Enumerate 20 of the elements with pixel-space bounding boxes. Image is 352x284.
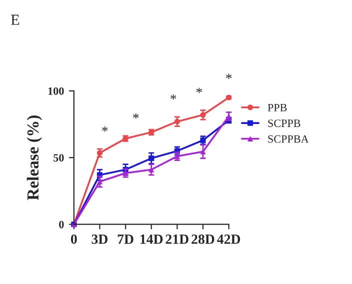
y-tick-label: 100 [48,87,64,95]
y-tick-label: 0 [59,220,64,228]
legend-label: SCPPBA [268,135,309,143]
annotation: * [170,94,176,100]
legend-label: PPB [268,104,287,112]
x-tick-label: 28D [192,234,214,244]
annotation: * [102,126,108,132]
y-tick-label: 50 [54,154,64,162]
annotation: * [196,88,202,93]
legend-label: SCPPB [268,120,300,128]
x-tick-label: 21D [166,234,188,244]
y-axis-title: Release (%) [26,116,42,200]
annotation: * [133,113,139,119]
x-tick-label: 42D [217,234,240,244]
x-tick-label: 14D [140,234,163,244]
x-tick-label: 0 [70,234,77,244]
chart-title: E [11,14,20,25]
x-tick-label: 7D [118,234,134,244]
text: * [226,74,232,79]
x-tick-label: 3D [92,234,108,244]
